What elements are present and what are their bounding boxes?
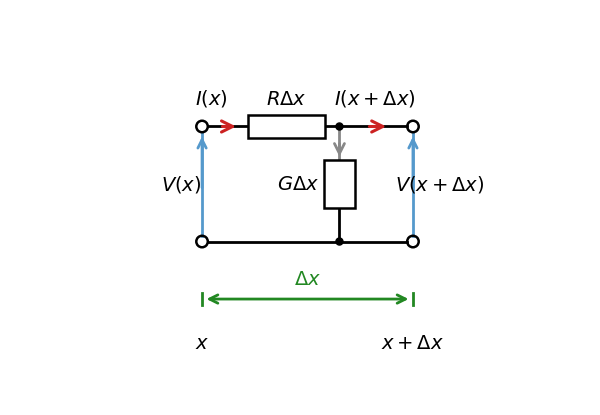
- Text: $x+\Delta x$: $x+\Delta x$: [382, 334, 445, 353]
- Text: $G\Delta x$: $G\Delta x$: [277, 175, 319, 193]
- Text: $\Delta x$: $\Delta x$: [294, 271, 321, 290]
- Text: $V(x)$: $V(x)$: [161, 173, 202, 195]
- Text: $I(x)$: $I(x)$: [195, 88, 228, 109]
- Bar: [324, 160, 355, 208]
- Circle shape: [336, 238, 343, 245]
- Circle shape: [336, 123, 343, 130]
- Text: $x$: $x$: [195, 334, 209, 353]
- Bar: [248, 115, 325, 138]
- Text: $V(x+\Delta x)$: $V(x+\Delta x)$: [395, 173, 485, 195]
- Text: $R\Delta x$: $R\Delta x$: [266, 90, 307, 109]
- Text: $I(x+\Delta x)$: $I(x+\Delta x)$: [334, 88, 415, 109]
